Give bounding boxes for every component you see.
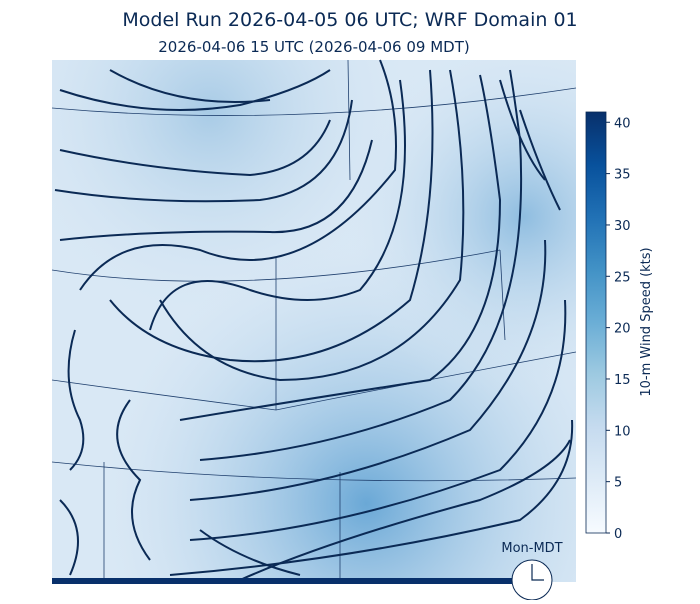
colorbar-tick-label: 10 <box>614 424 631 439</box>
title: Model Run 2026-04-05 06 UTC; WRF Domain … <box>122 9 577 31</box>
colorbar-tick-label: 40 <box>614 116 631 131</box>
colorbar-tick-label: 15 <box>614 373 631 388</box>
colorbar-tick-label: 5 <box>614 476 622 491</box>
streamlines <box>54 59 574 581</box>
colorbar: 10-m Wind Speed (kts) 0 5 10 15 20 25 30 35 40 <box>585 111 654 542</box>
colorbar-tick-label: 20 <box>614 322 631 337</box>
colorbar-tick-label: 25 <box>614 270 631 285</box>
clock-label: Mon-MDT <box>501 541 562 556</box>
subtitle: 2026-04-06 15 UTC (2026-04-06 09 MDT) <box>158 38 469 56</box>
colorbar-scale <box>585 111 607 534</box>
clock: Mon-MDT <box>501 541 563 601</box>
colorbar-tick-label: 35 <box>614 168 631 183</box>
colorbar-tick-label: 0 <box>614 527 622 542</box>
colorbar-tick-label: 30 <box>614 219 631 234</box>
colorbar-label: 10-m Wind Speed (kts) <box>639 247 654 396</box>
map <box>51 59 577 584</box>
